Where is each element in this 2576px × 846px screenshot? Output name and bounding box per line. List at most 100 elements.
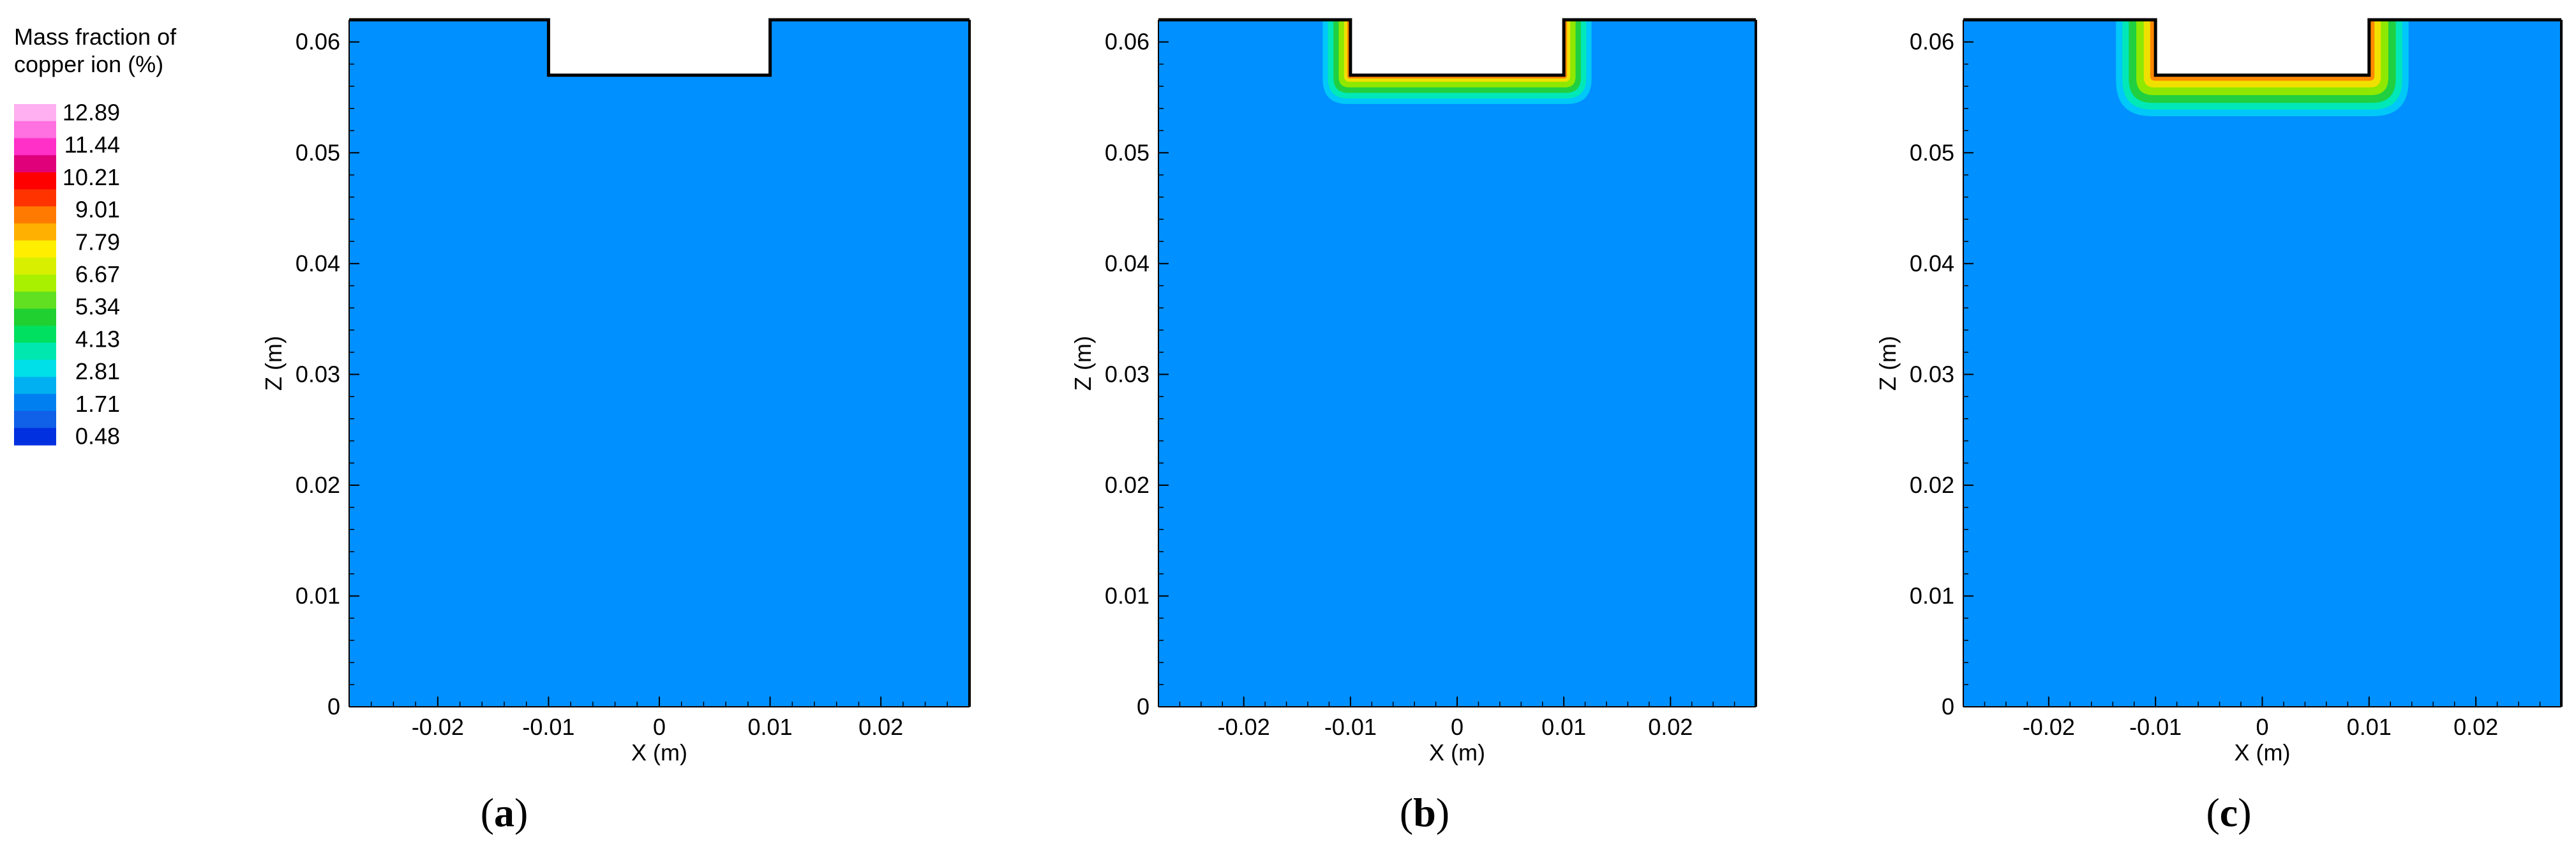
y-tick-label: 0.01 [1105,582,1149,608]
domain-boundary-top [349,18,970,77]
y-tick-label: 0.04 [1105,250,1149,276]
y-tick-label: 0.02 [296,472,340,498]
y-tick-label: 0.04 [296,250,340,276]
y-tick-label: 0.05 [296,139,340,165]
legend-swatch [14,189,56,207]
legend-swatch [14,275,56,292]
y-tick-label: 0.01 [296,582,340,608]
x-tick-label: -0.01 [2129,714,2182,740]
panel-label: (a) [481,790,528,835]
legend-swatch [14,223,56,241]
panel-label-letter: b [1413,790,1436,835]
legend-swatch [14,257,56,275]
legend-swatch [14,240,56,258]
legend-swatch [14,291,56,309]
y-tick-label: 0.05 [1105,139,1149,165]
legend-swatch [14,172,56,190]
legend-swatch [14,393,56,412]
y-axis-title: Z (m) [1070,336,1096,391]
legend-level-label: 9.01 [75,197,120,223]
y-tick-label: 0.06 [1910,29,1954,55]
legend-swatch [14,206,56,224]
legend-level-label: 7.79 [75,229,120,255]
y-tick-label: 0.03 [1910,361,1954,387]
domain-fill [1158,20,1756,707]
x-tick-label: 0.01 [2347,714,2392,740]
colorbar-legend: Mass fraction of copper ion (%) 12.89 11.… [14,24,177,449]
panel-label-open-paren: ( [481,790,494,835]
panel-c: 0 0.01 0.02 0.03 0.04 0.05 0.06 -0.02 -0.01 0 0.01… [1875,18,2563,835]
legend-title-line-2: copper ion (%) [14,51,163,77]
legend-level-label: 5.34 [75,294,120,320]
y-tick-label: 0 [327,693,340,720]
legend-level-label: 1.71 [75,391,120,417]
notch-cutout [2155,20,2369,75]
domain-fill [349,20,970,707]
panel-label: (b) [1400,790,1449,835]
legend-level-label: 12.89 [63,99,120,125]
panel-label-open-paren: ( [1400,790,1413,835]
y-axis-title: Z (m) [260,336,287,391]
panel-label-close-paren: ) [2238,790,2251,835]
panels: 0 0.01 0.02 0.03 0.04 0.05 0.06 -0.02 -0.01 0 0.01… [260,18,2563,835]
legend-level-label: 6.67 [75,261,120,287]
y-tick-label: 0.03 [296,361,340,387]
x-tick-label: 0 [2256,714,2268,740]
y-tick-label: 0.02 [1105,472,1149,498]
x-tick-label: 0.02 [2453,714,2498,740]
x-tick-label: -0.01 [1324,714,1377,740]
panel-label-close-paren: ) [1436,790,1449,835]
panel-label-close-paren: ) [514,790,528,835]
y-tick-label: 0.06 [296,29,340,55]
legend-swatch [14,411,56,428]
y-tick-label: 0 [1942,693,1954,720]
legend-title-line-1: Mass fraction of [14,24,177,50]
legend-level-label: 10.21 [63,164,120,190]
x-axis-title: X (m) [2235,739,2291,766]
panel-label-letter: c [2220,790,2238,835]
y-tick-label: 0.03 [1105,361,1149,387]
domain-fill [1963,20,2561,707]
x-tick-label: -0.01 [522,714,574,740]
x-tick-label: 0.01 [748,714,793,740]
legend-swatch [14,326,56,344]
panel-b: 0 0.01 0.02 0.03 0.04 0.05 0.06 -0.02 -0.01 0 0.01… [1070,18,1757,835]
x-tick-label: 0.02 [858,714,903,740]
legend-swatch [14,359,56,377]
panel-label-letter: a [494,790,514,835]
legend-swatch [14,138,56,156]
domain-boundary-top [1963,18,2561,77]
legend-swatch [14,104,56,122]
legend-swatch [14,342,56,361]
y-tick-label: 0.02 [1910,472,1954,498]
panel-label: (c) [2206,790,2251,835]
legend-swatch [14,308,56,326]
legend-swatches [14,104,56,446]
legend-level-label: 4.13 [75,326,120,352]
y-tick-label: 0 [1137,693,1149,720]
legend-swatch [14,155,56,173]
y-tick-label: 0.06 [1105,29,1149,55]
x-tick-label: -0.02 [2023,714,2075,740]
panel-a: 0 0.01 0.02 0.03 0.04 0.05 0.06 -0.02 -0.01 0 0.01… [260,18,971,835]
panel-label-open-paren: ( [2206,790,2219,835]
x-tick-label: 0 [1451,714,1464,740]
legend-swatch [14,428,56,446]
y-tick-label: 0.04 [1910,250,1954,276]
legend-labels: 12.89 11.44 10.21 9.01 7.79 6.67 5.34 4.13 2.81 1… [63,99,120,449]
x-axis-title: X (m) [1429,739,1485,766]
legend-level-label: 2.81 [75,358,120,384]
x-tick-label: 0.02 [1648,714,1693,740]
legend-swatch [14,377,56,395]
x-tick-label: -0.02 [412,714,464,740]
legend-level-label: 0.48 [75,423,120,449]
y-tick-label: 0.05 [1910,139,1954,165]
y-axis-title: Z (m) [1875,336,1901,391]
notch-cutout [548,20,770,75]
legend-swatch [14,121,56,139]
notch-cutout [1350,20,1564,75]
x-tick-label: 0.01 [1541,714,1586,740]
x-tick-label: 0 [653,714,666,740]
domain-boundary-top [1158,18,1756,77]
